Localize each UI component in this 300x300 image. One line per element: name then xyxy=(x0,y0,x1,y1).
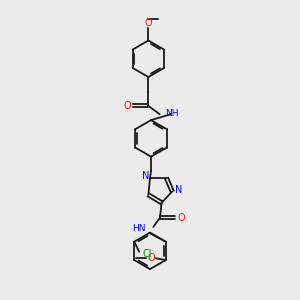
Text: N: N xyxy=(175,185,182,196)
Text: NH: NH xyxy=(166,109,179,118)
Text: O: O xyxy=(177,213,185,223)
Text: Cl: Cl xyxy=(143,249,152,259)
Text: O: O xyxy=(124,101,131,111)
Text: O: O xyxy=(144,18,152,28)
Text: N: N xyxy=(142,171,149,181)
Text: HN: HN xyxy=(133,224,146,233)
Text: O: O xyxy=(147,253,155,263)
